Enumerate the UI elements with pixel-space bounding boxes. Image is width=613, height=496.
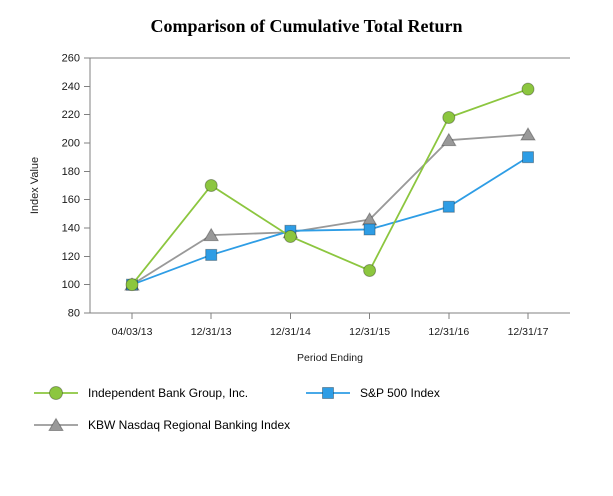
series-line	[131, 133, 529, 286]
legend-square-marker-icon	[306, 387, 350, 399]
data-point	[125, 278, 139, 292]
legend-triangle-marker-icon	[34, 417, 78, 431]
data-point	[521, 82, 535, 96]
y-tick-label: 160	[62, 194, 80, 206]
legend-row: KBW Nasdaq Regional Banking Index	[34, 417, 613, 433]
chart-title: Comparison of Cumulative Total Return	[150, 16, 463, 36]
series-s-p-500-index	[126, 151, 534, 291]
y-tick-label: 80	[68, 308, 80, 320]
data-point	[440, 132, 457, 147]
y-tick-label: 140	[62, 223, 80, 235]
plot-frame	[89, 57, 570, 314]
y-tick-label: 260	[62, 53, 80, 65]
y-tick-label: 240	[62, 81, 80, 93]
data-point	[205, 248, 218, 261]
data-point	[520, 127, 536, 141]
legend-label: S&P 500 Index	[360, 386, 440, 400]
x-tick-label: 04/03/13	[112, 326, 153, 338]
data-point	[203, 227, 220, 242]
x-tick-label: 12/31/13	[191, 326, 232, 338]
y-tick-label: 100	[62, 279, 80, 291]
x-axis-title: Period Ending	[297, 352, 363, 364]
data-point	[204, 179, 218, 192]
x-tick-label: 12/31/14	[270, 326, 311, 338]
legend-item-kbw-nasdaq: KBW Nasdaq Regional Banking Index	[34, 417, 290, 433]
x-axis: 04/03/13 12/31/13 12/31/14 12/31/15 12/31/16…	[112, 313, 549, 338]
data-point	[363, 264, 377, 277]
data-point	[442, 111, 456, 124]
series-independent-bank-group-inc	[125, 82, 535, 292]
line-chart-plot-area: 80 100 120 140 160 180 200 220 240 260 04/03/13 12/…	[29, 53, 570, 364]
series-line	[131, 88, 529, 286]
data-point	[522, 151, 534, 164]
x-tick-label: 12/31/17	[508, 326, 549, 338]
y-axis: 80 100 120 140 160 180 200 220 240 260	[62, 53, 90, 320]
y-tick-label: 200	[62, 138, 80, 150]
data-point	[283, 230, 297, 243]
x-tick-label: 12/31/16	[428, 326, 469, 338]
data-point	[442, 200, 455, 213]
legend-row: Independent Bank Group, Inc. S&P 500 Ind…	[34, 385, 613, 401]
legend-label: KBW Nasdaq Regional Banking Index	[88, 418, 291, 432]
series-kbw-nasdaq-regional-banking-index	[124, 127, 536, 291]
x-tick-label: 12/31/15	[349, 326, 390, 338]
legend-item-independent-bank-group: Independent Bank Group, Inc.	[34, 385, 306, 401]
series-line	[131, 156, 529, 286]
legend-item-sp500: S&P 500 Index	[306, 385, 440, 401]
data-point	[363, 223, 376, 236]
y-tick-label: 180	[62, 166, 80, 178]
legend-circle-marker-icon	[34, 386, 78, 400]
y-tick-label: 220	[62, 109, 80, 121]
chart-page: Comparison of Cumulative Total Return 80…	[0, 16, 613, 433]
chart-legend: Independent Bank Group, Inc. S&P 500 Ind…	[34, 385, 613, 433]
y-tick-label: 120	[62, 251, 80, 263]
y-axis-title: Index Value	[29, 157, 41, 214]
legend-label: Independent Bank Group, Inc.	[88, 386, 249, 400]
